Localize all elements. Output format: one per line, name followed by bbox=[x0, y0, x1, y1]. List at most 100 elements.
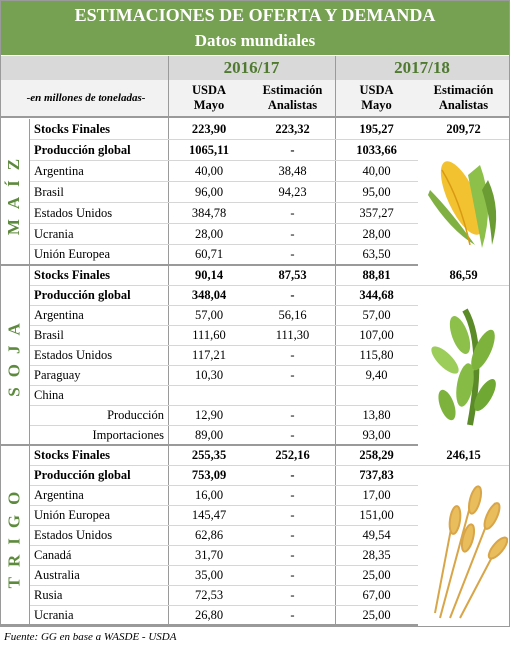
value: 246,15 bbox=[418, 446, 509, 466]
column-header: USDA bbox=[191, 83, 227, 97]
section-label: MAÍZ bbox=[0, 119, 30, 266]
value: 111,30 bbox=[250, 326, 335, 346]
row-label: Paraguay bbox=[30, 366, 168, 386]
value: - bbox=[250, 486, 335, 506]
value: 57,00 bbox=[335, 306, 418, 326]
row-label: Unión Europea bbox=[30, 245, 168, 266]
value: 31,70 bbox=[168, 546, 250, 566]
value: - bbox=[250, 546, 335, 566]
row-label: Stocks Finales bbox=[30, 266, 168, 286]
value: 25,00 bbox=[335, 606, 418, 626]
value: 87,53 bbox=[250, 266, 335, 286]
row-label: Argentina bbox=[30, 486, 168, 506]
row-label: Importaciones bbox=[30, 426, 168, 446]
row-label: Ucrania bbox=[30, 224, 168, 245]
soy-icon bbox=[431, 308, 496, 426]
column-header: Analistas bbox=[438, 98, 489, 112]
value: 72,53 bbox=[168, 586, 250, 606]
value: 13,80 bbox=[335, 406, 418, 426]
value: - bbox=[250, 140, 335, 161]
row-label: Brasil bbox=[30, 326, 168, 346]
value: - bbox=[250, 466, 335, 486]
value: 96,00 bbox=[168, 182, 250, 203]
row-label: Estados Unidos bbox=[30, 203, 168, 224]
row-label: Producción global bbox=[30, 140, 168, 161]
value: 111,60 bbox=[168, 326, 250, 346]
value: 115,80 bbox=[335, 346, 418, 366]
value: 38,48 bbox=[250, 161, 335, 182]
year: 2017/18 bbox=[394, 58, 450, 77]
value bbox=[335, 386, 418, 406]
column-header: Estimación bbox=[433, 83, 494, 97]
value: - bbox=[250, 286, 335, 306]
row-label: Producción global bbox=[30, 466, 168, 486]
row-label: Estados Unidos bbox=[30, 346, 168, 366]
title: ESTIMACIONES DE OFERTA Y DEMANDA bbox=[74, 5, 436, 25]
value: 49,54 bbox=[335, 526, 418, 546]
section-label: SOJA bbox=[0, 266, 30, 446]
value: 57,00 bbox=[168, 306, 250, 326]
value: 258,29 bbox=[335, 446, 418, 466]
value: 117,21 bbox=[168, 346, 250, 366]
value bbox=[168, 386, 250, 406]
value: - bbox=[250, 506, 335, 526]
value: 223,32 bbox=[250, 119, 335, 140]
value: 12,90 bbox=[168, 406, 250, 426]
row-label: China bbox=[30, 386, 168, 406]
value: 753,09 bbox=[168, 466, 250, 486]
value: 1065,11 bbox=[168, 140, 250, 161]
value: - bbox=[250, 346, 335, 366]
value: 40,00 bbox=[335, 161, 418, 182]
row-label: Ucrania bbox=[30, 606, 168, 626]
value: 17,00 bbox=[335, 486, 418, 506]
value: - bbox=[250, 224, 335, 245]
value: 26,80 bbox=[168, 606, 250, 626]
value bbox=[250, 386, 335, 406]
value: 348,04 bbox=[168, 286, 250, 306]
value: 28,00 bbox=[168, 224, 250, 245]
value: 25,00 bbox=[335, 566, 418, 586]
subtitle: Datos mundiales bbox=[194, 31, 316, 50]
year: 2016/17 bbox=[223, 58, 280, 77]
value: - bbox=[250, 245, 335, 266]
value: 195,27 bbox=[335, 119, 418, 140]
column-header: USDA bbox=[359, 83, 394, 97]
year-band bbox=[0, 56, 510, 80]
value: 94,23 bbox=[250, 182, 335, 203]
value: 145,47 bbox=[168, 506, 250, 526]
value: 90,14 bbox=[168, 266, 250, 286]
value: - bbox=[250, 526, 335, 546]
column-header: Analistas bbox=[267, 98, 318, 112]
header-band bbox=[0, 80, 510, 118]
value: - bbox=[250, 606, 335, 626]
value: 16,00 bbox=[168, 486, 250, 506]
value: - bbox=[250, 366, 335, 386]
value: 9,40 bbox=[335, 366, 418, 386]
section-name: SOJA bbox=[4, 313, 24, 397]
value: 209,72 bbox=[418, 119, 509, 140]
value: - bbox=[250, 566, 335, 586]
row-label: Brasil bbox=[30, 182, 168, 203]
value: 95,00 bbox=[335, 182, 418, 203]
row-label: Producción global bbox=[30, 286, 168, 306]
column-header: Estimación bbox=[262, 83, 323, 97]
row-label: Stocks Finales bbox=[30, 446, 168, 466]
divider bbox=[168, 56, 169, 626]
column-header: Mayo bbox=[361, 98, 392, 112]
value: 737,83 bbox=[335, 466, 418, 486]
value: 35,00 bbox=[168, 566, 250, 586]
row-label: Argentina bbox=[30, 306, 168, 326]
units: -en millones de toneladas- bbox=[26, 92, 146, 104]
value: 89,00 bbox=[168, 426, 250, 446]
value: 60,71 bbox=[168, 245, 250, 266]
value: 107,00 bbox=[335, 326, 418, 346]
value: - bbox=[250, 203, 335, 224]
row-label: Argentina bbox=[30, 161, 168, 182]
section-label: TRIGO bbox=[0, 446, 30, 626]
column-header: Mayo bbox=[193, 98, 225, 112]
value: 28,00 bbox=[335, 224, 418, 245]
value: 255,35 bbox=[168, 446, 250, 466]
value: 86,59 bbox=[418, 266, 509, 286]
value: 93,00 bbox=[335, 426, 418, 446]
